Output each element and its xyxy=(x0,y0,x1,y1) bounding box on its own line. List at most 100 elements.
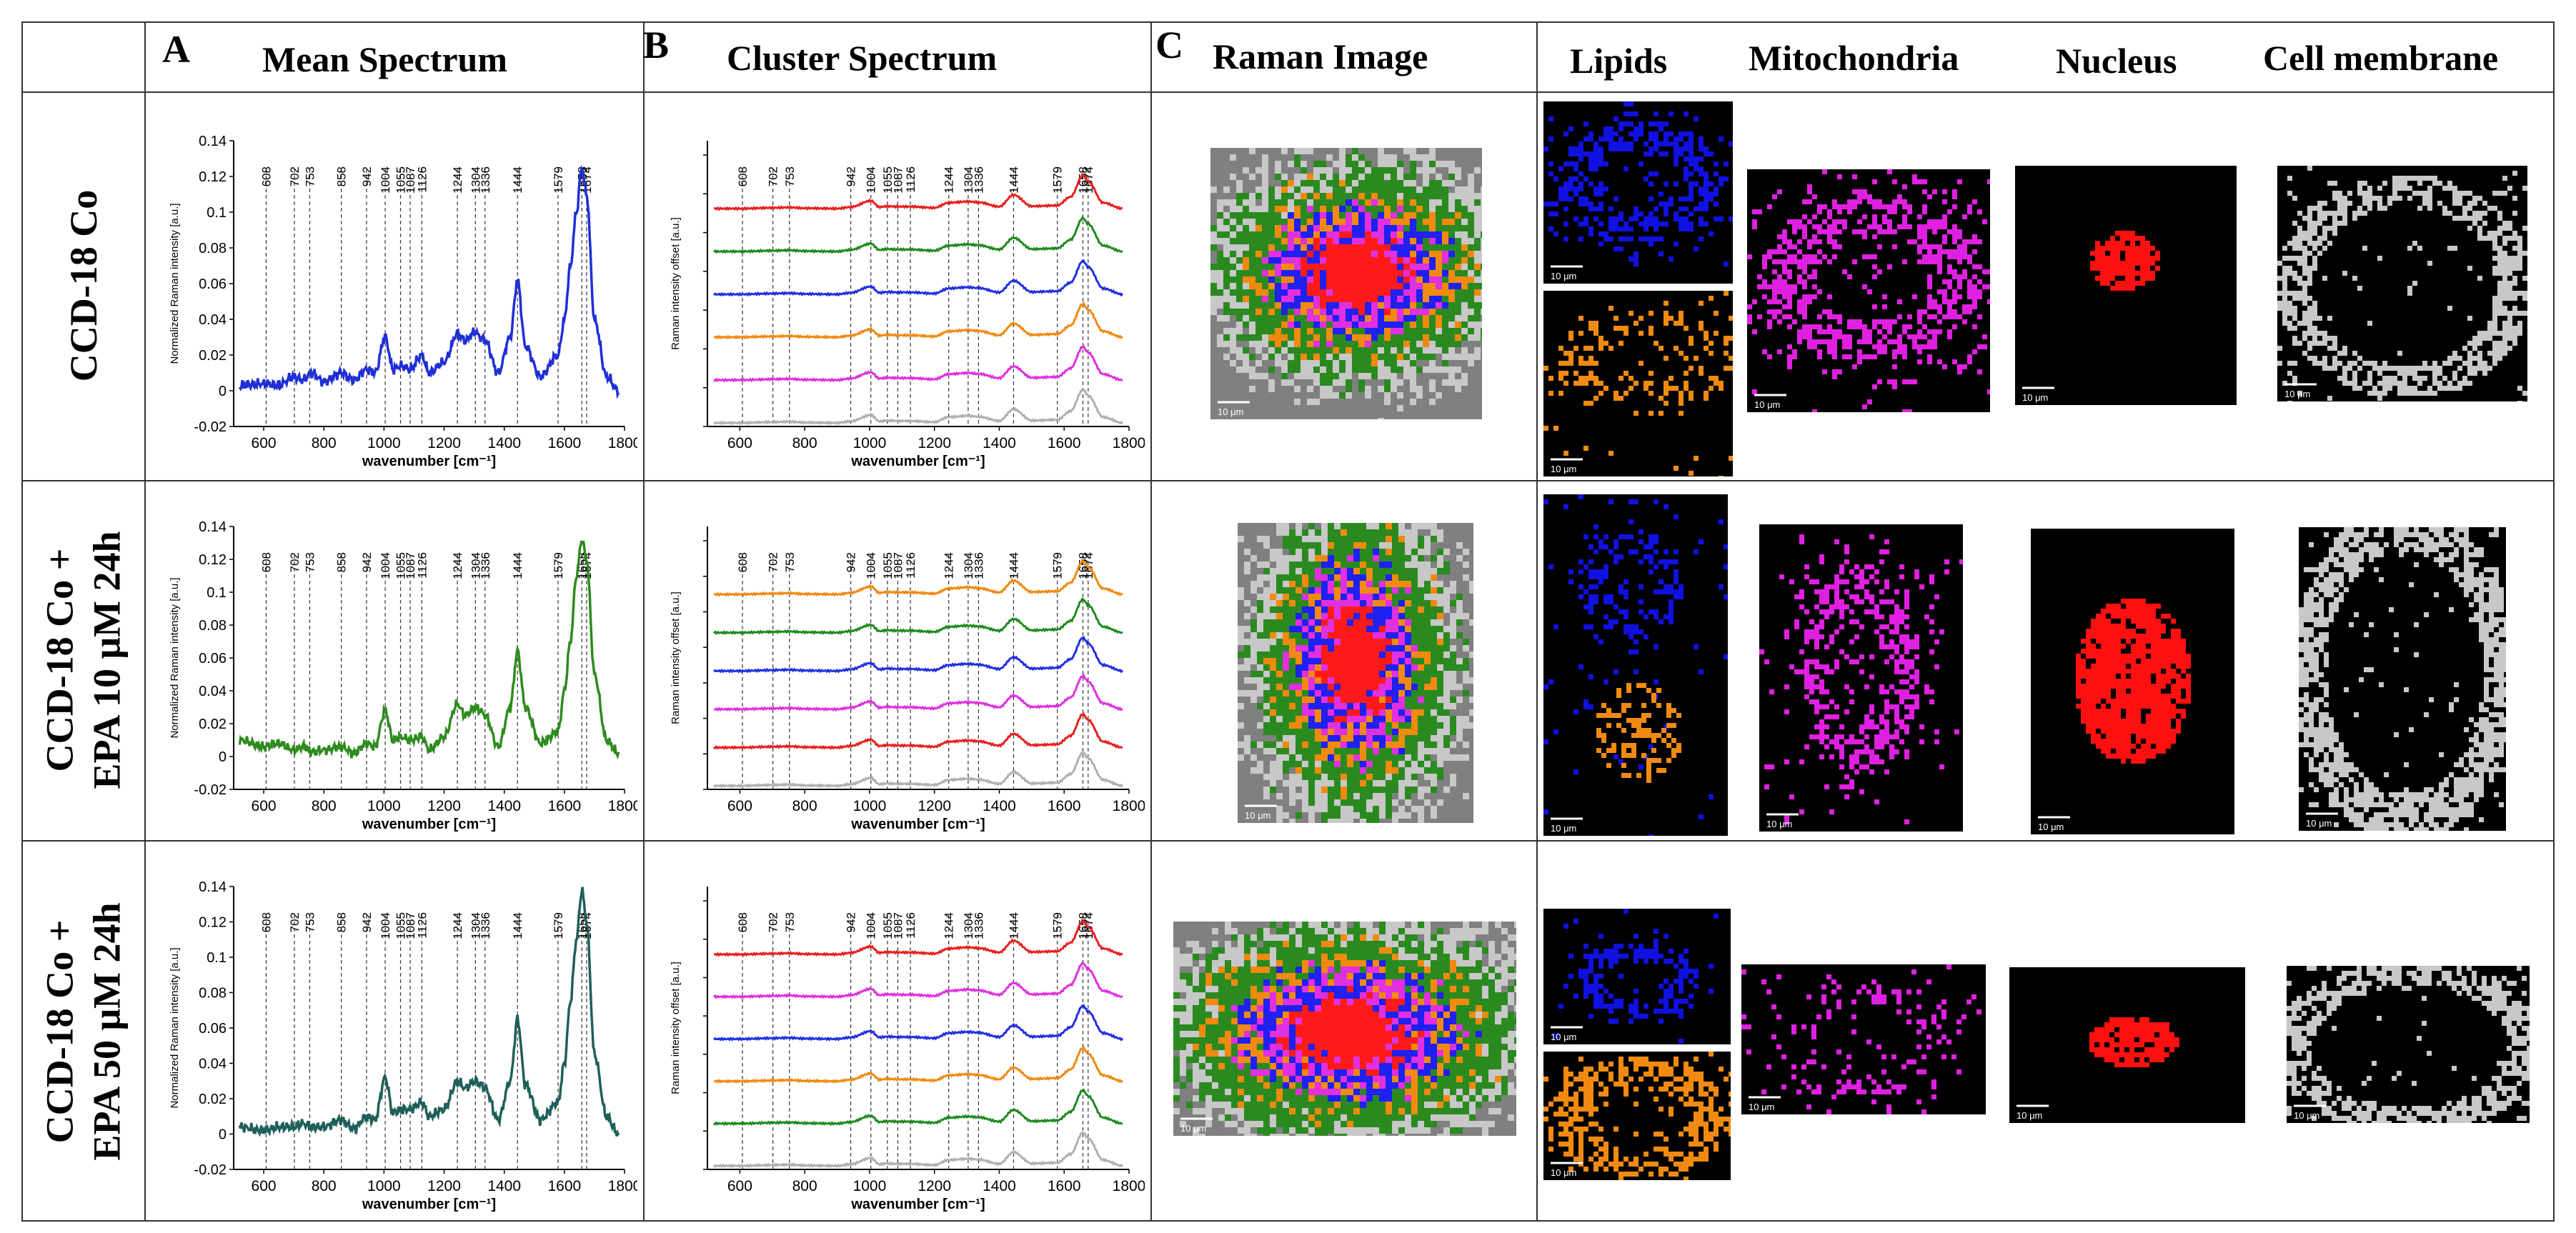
map-pixel xyxy=(1301,321,1307,328)
map-pixel xyxy=(1378,167,1384,174)
map-pixel xyxy=(1429,206,1436,212)
map-pixel xyxy=(1431,639,1437,645)
map-pixel xyxy=(1431,1063,1437,1069)
map-pixel xyxy=(1346,161,1352,167)
map-pixel xyxy=(1173,1031,1180,1037)
map-pixel xyxy=(1236,257,1243,264)
map-pixel xyxy=(1405,780,1411,787)
map-pixel xyxy=(1418,658,1424,664)
map-pixel xyxy=(1199,992,1205,999)
map-pixel xyxy=(1437,639,1443,645)
map-pixel xyxy=(1236,276,1243,283)
map-pixel xyxy=(1296,1005,1302,1012)
map-pixel xyxy=(1339,360,1346,366)
map-pixel xyxy=(1488,967,1495,973)
map-pixel xyxy=(1379,761,1386,767)
map-pixel xyxy=(1250,979,1257,986)
map-pixel xyxy=(1366,1127,1373,1134)
map-pixel xyxy=(1450,1102,1456,1108)
map-pixel xyxy=(1365,186,1371,193)
map-pixel xyxy=(1244,1134,1250,1136)
map-pixel xyxy=(1704,146,1709,151)
map-pixel xyxy=(1481,225,1482,231)
map-pixel xyxy=(1405,954,1411,960)
map-pixel xyxy=(1392,523,1398,529)
map-pixel xyxy=(1313,334,1320,341)
map-pixel xyxy=(1443,1082,1450,1089)
map-pixel xyxy=(1416,283,1423,289)
map-pixel xyxy=(1301,199,1307,206)
map-pixel xyxy=(1392,922,1398,928)
map-pixel xyxy=(1358,360,1365,366)
map-pixel xyxy=(1255,193,1262,199)
map-pixel xyxy=(1250,671,1257,677)
map-pixel xyxy=(1238,1057,1244,1063)
map-pixel xyxy=(1508,986,1514,992)
map-pixel xyxy=(1508,1018,1514,1024)
divider xyxy=(23,91,2553,93)
map-pixel xyxy=(1392,992,1398,999)
map-pixel xyxy=(1218,1063,1225,1069)
map-pixel xyxy=(1334,967,1341,973)
map-pixel xyxy=(1392,761,1398,767)
map-pixel xyxy=(1403,219,1410,225)
map-pixel xyxy=(1373,1037,1379,1044)
map-pixel xyxy=(1243,238,1249,244)
map-pixel xyxy=(1366,658,1373,664)
map-pixel xyxy=(1360,947,1366,954)
map-pixel xyxy=(1366,928,1373,934)
map-pixel xyxy=(1302,1102,1308,1108)
map-pixel xyxy=(1411,979,1418,986)
map-pixel xyxy=(1346,360,1352,366)
map-pixel xyxy=(1307,373,1313,379)
map-pixel xyxy=(1263,967,1270,973)
map-pixel xyxy=(1416,219,1423,225)
map-pixel xyxy=(1255,219,1262,225)
map-pixel xyxy=(1199,1050,1205,1057)
map-pixel xyxy=(1448,321,1455,328)
map-pixel xyxy=(1352,193,1358,199)
map-pixel xyxy=(1262,231,1268,238)
map-pixel xyxy=(1431,1121,1437,1127)
map-pixel xyxy=(1424,934,1431,941)
map-pixel xyxy=(1333,174,1339,180)
map-pixel xyxy=(1384,386,1391,392)
map-pixel xyxy=(1403,309,1410,315)
map-pixel xyxy=(1212,1037,1218,1044)
map-pixel xyxy=(1384,186,1391,193)
map-pixel xyxy=(1469,1050,1476,1057)
map-pixel xyxy=(1379,806,1386,812)
map-pixel xyxy=(1302,761,1308,767)
map-pixel xyxy=(1431,671,1437,677)
map-pixel xyxy=(1225,947,1231,954)
map-pixel xyxy=(1218,1050,1225,1057)
map-pixel xyxy=(1301,309,1307,315)
map-pixel xyxy=(1384,302,1391,309)
map-pixel xyxy=(1598,156,1603,161)
map-pixel xyxy=(1341,1050,1347,1057)
map-pixel xyxy=(1296,1121,1302,1127)
map-pixel xyxy=(1495,1057,1501,1063)
map-pixel xyxy=(1379,652,1386,658)
map-pixel xyxy=(1386,536,1392,542)
map-pixel xyxy=(1468,244,1474,251)
map-pixel xyxy=(1628,141,1633,146)
map-pixel xyxy=(1341,1108,1347,1114)
map-pixel xyxy=(1212,941,1218,947)
map-pixel xyxy=(1308,934,1315,941)
map-pixel xyxy=(1405,722,1411,729)
map-pixel xyxy=(1249,257,1255,264)
map-pixel xyxy=(1341,658,1347,664)
map-pixel xyxy=(1694,116,1699,121)
map-pixel xyxy=(1315,806,1321,812)
map-pixel xyxy=(1341,542,1347,549)
map-pixel xyxy=(1397,309,1403,315)
map-pixel xyxy=(1689,181,1694,186)
map-pixel xyxy=(1423,264,1429,270)
map-pixel xyxy=(1514,934,1516,941)
map-pixel xyxy=(1392,671,1398,677)
map-pixel xyxy=(1423,186,1429,193)
map-pixel xyxy=(1193,1076,1199,1082)
map-pixel xyxy=(1437,1089,1443,1095)
map-pixel xyxy=(1238,690,1244,697)
